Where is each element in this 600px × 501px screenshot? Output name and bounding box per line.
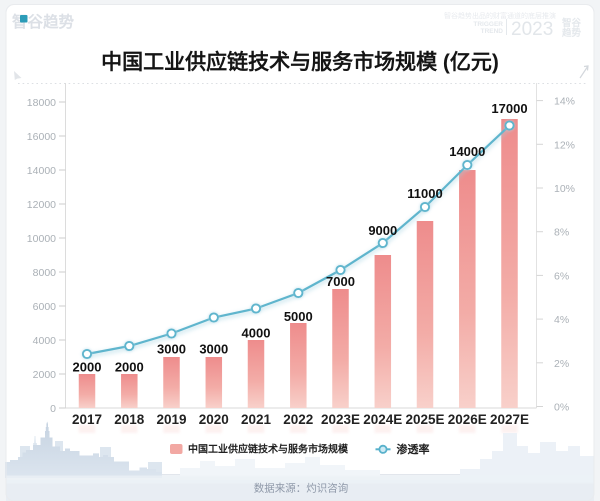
svg-text:11000: 11000 — [407, 186, 442, 201]
svg-text:12%: 12% — [554, 139, 575, 151]
svg-text:数据来源：灼识咨询: 数据来源：灼识咨询 — [254, 482, 349, 495]
svg-text:6000: 6000 — [33, 301, 57, 313]
svg-text:17000: 17000 — [491, 101, 527, 116]
svg-text:2022: 2022 — [283, 412, 313, 427]
svg-text:2%: 2% — [554, 358, 569, 370]
svg-text:3000: 3000 — [199, 342, 228, 357]
svg-text:智谷: 智谷 — [562, 17, 582, 29]
svg-text:4000: 4000 — [242, 326, 271, 341]
svg-text:4000: 4000 — [33, 335, 57, 347]
svg-text:3000: 3000 — [157, 342, 186, 357]
svg-text:14%: 14% — [554, 96, 575, 108]
svg-text:6%: 6% — [554, 270, 569, 282]
svg-text:2024E: 2024E — [363, 412, 402, 427]
svg-text:4%: 4% — [554, 314, 569, 326]
svg-text:2026E: 2026E — [448, 412, 487, 427]
svg-text:TRIGGER: TRIGGER — [473, 21, 503, 28]
svg-text:中国工业供应链技术与服务市场规模: 中国工业供应链技术与服务市场规模 — [188, 443, 349, 456]
svg-text:16000: 16000 — [27, 131, 56, 143]
svg-text:智谷趋势: 智谷趋势 — [12, 12, 75, 31]
svg-text:2027E: 2027E — [490, 412, 529, 427]
svg-text:渗透率: 渗透率 — [397, 442, 430, 456]
svg-text:2000: 2000 — [33, 369, 57, 381]
svg-text:TREND: TREND — [481, 28, 504, 35]
svg-text:18000: 18000 — [27, 97, 56, 109]
svg-text:2018: 2018 — [114, 412, 145, 427]
svg-text:10000: 10000 — [27, 233, 56, 245]
svg-text:中国工业供应链技术与服务市场规模 (亿元): 中国工业供应链技术与服务市场规模 (亿元) — [101, 50, 499, 74]
svg-text:10%: 10% — [554, 183, 575, 195]
svg-text:8000: 8000 — [33, 267, 57, 279]
svg-text:7000: 7000 — [326, 274, 355, 289]
svg-text:0%: 0% — [554, 402, 569, 414]
svg-text:8%: 8% — [554, 227, 569, 239]
svg-text:2017: 2017 — [72, 412, 102, 427]
svg-text:2019: 2019 — [156, 412, 186, 427]
svg-text:2023E: 2023E — [321, 412, 360, 427]
svg-text:2021: 2021 — [241, 412, 272, 427]
svg-text:5000: 5000 — [284, 309, 313, 324]
svg-text:2023: 2023 — [511, 19, 553, 40]
svg-text:2000: 2000 — [73, 360, 102, 375]
svg-text:2020: 2020 — [199, 412, 229, 427]
svg-text:0: 0 — [50, 403, 56, 415]
svg-text:12000: 12000 — [27, 199, 56, 211]
svg-text:14000: 14000 — [449, 144, 485, 159]
svg-text:智谷趋势出品的财富通道的底层推演: 智谷趋势出品的财富通道的底层推演 — [444, 11, 556, 20]
svg-text:2025E: 2025E — [405, 412, 444, 427]
svg-text:14000: 14000 — [27, 165, 56, 177]
svg-text:2000: 2000 — [115, 360, 144, 375]
svg-text:趋势: 趋势 — [561, 27, 582, 39]
svg-text:9000: 9000 — [368, 223, 397, 238]
